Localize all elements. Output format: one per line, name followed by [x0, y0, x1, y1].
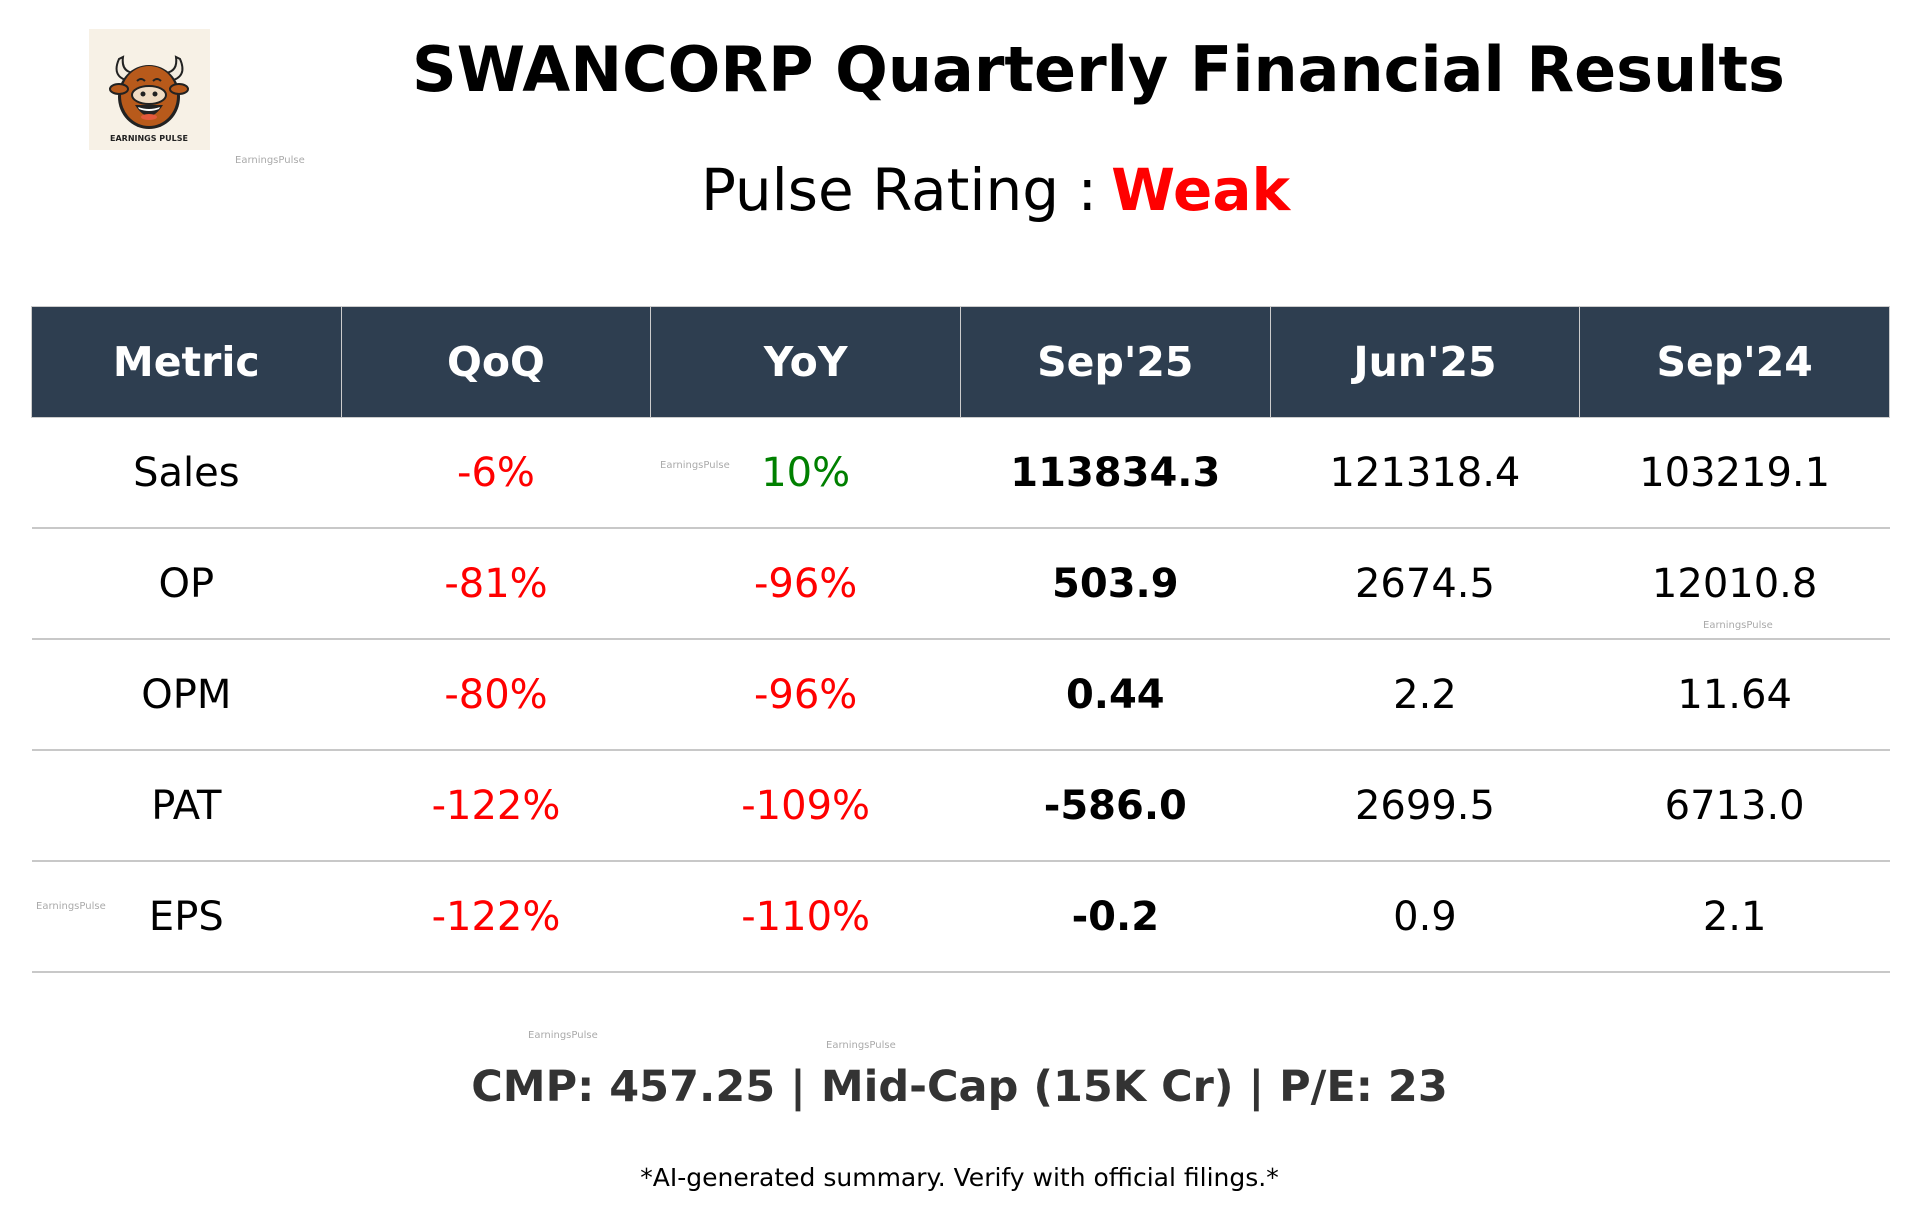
cell-jun25: 2699.5 — [1270, 750, 1580, 862]
cell-sep25: 0.44 — [960, 639, 1271, 751]
results-table: Metric QoQ YoY Sep'25 Jun'25 Sep'24 Sales -6% 1… — [31, 306, 1890, 973]
cell-jun25: 2.2 — [1270, 639, 1580, 751]
cell-metric: Sales — [31, 417, 342, 529]
cell-sep24: 6713.0 — [1579, 750, 1890, 862]
cell-qoq: -122% — [341, 861, 651, 973]
cell-jun25: 2674.5 — [1270, 528, 1580, 640]
disclaimer: *AI-generated summary. Verify with offic… — [640, 1163, 1279, 1192]
cell-sep25: 113834.3 — [960, 417, 1271, 529]
table-row: PAT -122% -109% -586.0 2699.5 6713.0 — [31, 750, 1890, 862]
table-row: EPS -122% -110% -0.2 0.9 2.1 — [31, 861, 1890, 973]
cell-yoy: 10% — [650, 417, 961, 529]
table-row: OPM -80% -96% 0.44 2.2 11.64 — [31, 639, 1890, 751]
watermark: EarningsPulse — [528, 1030, 598, 1041]
watermark: EarningsPulse — [235, 155, 305, 166]
column-header: Jun'25 — [1269, 306, 1581, 418]
column-header: QoQ — [340, 306, 652, 418]
page-title: SWANCORP Quarterly Financial Results — [412, 33, 1785, 106]
pulse-rating: Pulse Rating : Weak — [0, 152, 1919, 228]
cell-metric: OP — [31, 528, 342, 640]
cell-qoq: -122% — [341, 750, 651, 862]
cell-jun25: 121318.4 — [1270, 417, 1580, 529]
cell-metric: OPM — [31, 639, 342, 751]
column-header: Sep'24 — [1579, 306, 1890, 418]
logo-text: EARNINGS PULSE — [110, 134, 188, 143]
pulse-rating-value: Weak — [1111, 156, 1291, 224]
cell-metric: PAT — [31, 750, 342, 862]
watermark: EarningsPulse — [826, 1040, 896, 1051]
cell-sep25: -0.2 — [960, 861, 1271, 973]
pulse-rating-label: Pulse Rating : — [700, 156, 1098, 224]
cell-sep24: 11.64 — [1579, 639, 1890, 751]
cell-yoy: -109% — [650, 750, 961, 862]
column-header: YoY — [650, 306, 961, 418]
cell-jun25: 0.9 — [1270, 861, 1580, 973]
cell-sep25: -586.0 — [960, 750, 1271, 862]
cell-qoq: -80% — [341, 639, 651, 751]
cell-metric: EPS — [31, 861, 342, 973]
market-summary: CMP: 457.25 | Mid-Cap (15K Cr) | P/E: 23 — [471, 1062, 1448, 1112]
table-header-row: Metric QoQ YoY Sep'25 Jun'25 Sep'24 — [31, 306, 1890, 418]
table-row: OP -81% -96% 503.9 2674.5 12010.8 — [31, 528, 1890, 640]
cell-qoq: -6% — [341, 417, 651, 529]
cell-sep24: 103219.1 — [1579, 417, 1890, 529]
cell-sep25: 503.9 — [960, 528, 1271, 640]
cell-qoq: -81% — [341, 528, 651, 640]
cell-sep24: 12010.8 — [1579, 528, 1890, 640]
cell-yoy: -96% — [650, 528, 961, 640]
table-row: Sales -6% 10% 113834.3 121318.4 103219.1 — [31, 417, 1890, 529]
cell-yoy: -110% — [650, 861, 961, 973]
column-header: Metric — [31, 306, 342, 418]
column-header: Sep'25 — [959, 306, 1271, 418]
cell-yoy: -96% — [650, 639, 961, 751]
cell-sep24: 2.1 — [1579, 861, 1890, 973]
earnings-pulse-logo: EARNINGS PULSE — [89, 29, 210, 150]
